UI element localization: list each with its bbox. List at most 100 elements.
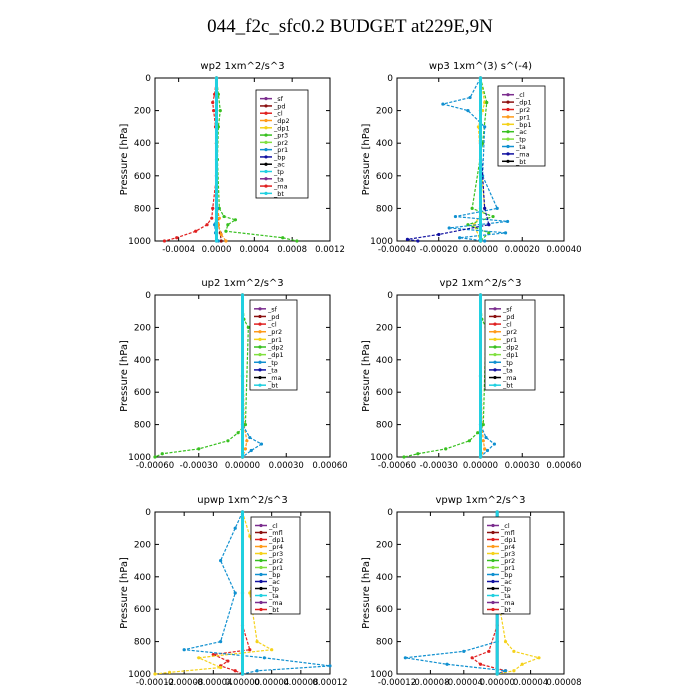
legend-entry: _dp1 [500, 536, 517, 544]
x-tick-label: 0.00000 [225, 678, 260, 688]
y-tick-label: 400 [376, 139, 393, 149]
legend-marker [493, 330, 497, 334]
legend-marker [491, 607, 495, 612]
x-tick-label: -0.00040 [378, 245, 416, 255]
legend-marker [506, 152, 510, 156]
y-tick-label: 800 [376, 204, 393, 214]
legend-entry: _bt [273, 190, 284, 198]
legend-marker [491, 586, 495, 591]
x-tick-label: 0.00004 [254, 678, 289, 688]
data-point [478, 239, 483, 243]
data-point [246, 325, 250, 329]
data-point [219, 232, 223, 237]
legend-entry: _ac [515, 128, 527, 136]
data-point [211, 652, 215, 657]
data-point [217, 216, 221, 220]
data-point [487, 649, 491, 653]
y-tick-label: 800 [134, 204, 151, 214]
legend-marker [258, 322, 262, 326]
legend-box [255, 89, 309, 199]
data-point [214, 157, 219, 162]
legend-marker [264, 191, 268, 195]
legend-marker [493, 345, 497, 349]
legend-marker [493, 322, 497, 326]
y-tick-label: 800 [134, 421, 151, 431]
y-tick-label: 600 [134, 605, 151, 615]
legend-entry: _bp [500, 571, 513, 579]
legend-marker [506, 144, 510, 149]
y-tick-label: 1000 [128, 453, 151, 463]
y-tick-label: 600 [376, 172, 393, 182]
legend-marker [506, 159, 510, 163]
data-point [222, 214, 226, 219]
legend-entry: _pr1 [268, 564, 283, 572]
data-point [211, 206, 215, 210]
data-point [503, 231, 508, 235]
data-point [226, 659, 230, 663]
data-point [485, 448, 490, 453]
y-tick-label: 0 [387, 508, 393, 518]
legend-entry: _cl [268, 522, 278, 530]
x-tick-label: -0.00020 [420, 245, 458, 255]
data-point [512, 669, 516, 673]
data-point [445, 662, 449, 666]
data-point [212, 109, 216, 113]
data-point [249, 448, 253, 453]
legend-entry: _dp2 [267, 344, 284, 352]
data-point [495, 206, 499, 210]
data-point [259, 442, 264, 446]
y-tick-label: 200 [376, 323, 393, 333]
legend-entry: _ma [502, 374, 517, 382]
legend-marker [259, 523, 263, 528]
legend-entry: _mfl [268, 529, 283, 537]
legend-entry: _dp1 [502, 351, 519, 359]
plot-frame [396, 511, 565, 675]
legend-marker [259, 558, 263, 563]
series-line-tp [184, 511, 331, 675]
data-point [476, 431, 480, 435]
data-point [467, 439, 471, 443]
legend-marker [259, 544, 263, 549]
legend-entry: _pd [502, 313, 515, 321]
data-point [233, 218, 238, 222]
legend-marker [491, 593, 495, 598]
legend-marker [506, 130, 510, 134]
data-point [248, 534, 252, 538]
legend-entry: _dp2 [273, 117, 290, 125]
x-tick-label: 0.0000 [202, 245, 232, 255]
y-tick-label: 600 [376, 388, 393, 398]
chart-panel-4: vp2 1xm^2/s^3 Pressure [hPa] 0 200 400 600 800… [361, 278, 582, 471]
x-tick-label: 0.00060 [546, 461, 581, 471]
data-point [175, 236, 179, 240]
legend-entry: _pr3 [268, 550, 283, 558]
data-point [160, 452, 164, 456]
y-tick-label: 200 [376, 540, 393, 550]
data-point [462, 649, 466, 653]
data-point [447, 226, 451, 230]
x-tick-label: -0.00060 [136, 461, 174, 471]
legend-marker [259, 600, 263, 605]
x-tick-label: 0.0004 [239, 245, 269, 255]
legend-marker [264, 155, 268, 159]
legend-entry: _ta [267, 366, 278, 374]
legend-entry: _dp1 [268, 536, 285, 544]
data-point [233, 591, 237, 595]
y-axis-label: Pressure [hPa] [119, 124, 130, 196]
legend-marker [493, 337, 497, 341]
data-point [483, 447, 487, 451]
data-point [255, 640, 259, 644]
data-point [233, 526, 237, 530]
data-point [243, 423, 248, 427]
x-tick-label: -0.00030 [420, 461, 458, 471]
legend-entry: _tp [502, 359, 513, 367]
legend-entry: _pr1 [500, 564, 515, 572]
legend-marker [264, 169, 268, 174]
data-point [512, 649, 516, 653]
data-point [441, 102, 445, 106]
legend-entry: _pd [267, 313, 280, 321]
legend-entry: _bt [502, 382, 513, 390]
legend-entry: _pr2 [273, 139, 288, 147]
legend-entry: _sf [502, 305, 513, 313]
legend-marker [258, 345, 262, 349]
data-point [240, 374, 245, 378]
